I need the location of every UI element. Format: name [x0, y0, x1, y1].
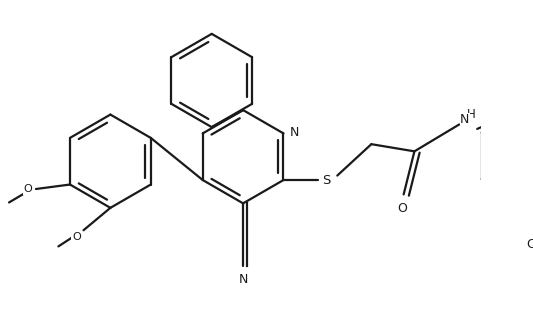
- Text: H: H: [466, 108, 475, 121]
- Text: O: O: [72, 232, 81, 242]
- Text: N: N: [238, 273, 248, 286]
- Text: O: O: [23, 184, 33, 194]
- Text: N: N: [460, 113, 470, 126]
- Text: O: O: [397, 201, 407, 215]
- Text: S: S: [322, 173, 330, 186]
- Text: N: N: [290, 126, 299, 139]
- Text: Cl: Cl: [527, 238, 533, 251]
